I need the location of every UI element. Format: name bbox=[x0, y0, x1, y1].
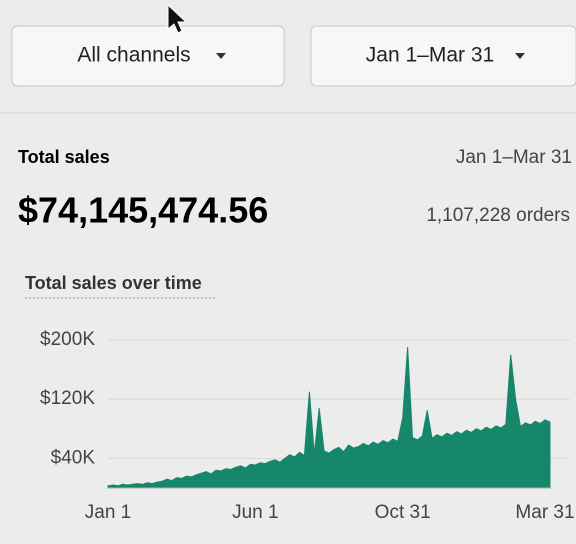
y-tick-label: $40K bbox=[51, 447, 96, 468]
y-tick-label: $120K bbox=[40, 388, 95, 409]
total-sales-value: $74,145,474.56 bbox=[18, 190, 268, 231]
date-dropdown[interactable] bbox=[310, 25, 576, 87]
dropdown-caret bbox=[515, 53, 525, 59]
dropdown-caret bbox=[216, 53, 226, 59]
date-label[interactable]: Jan 1–Mar 31 bbox=[366, 44, 494, 67]
chart-title[interactable]: Total sales over time bbox=[25, 273, 202, 293]
mouse-cursor bbox=[167, 3, 188, 34]
x-tick-label: Jun 1 bbox=[232, 502, 278, 523]
x-tick-label: Jan 1 bbox=[85, 502, 131, 523]
period-label: Jan 1–Mar 31 bbox=[456, 147, 572, 168]
total-sales-label: Total sales bbox=[18, 147, 110, 167]
sales-area bbox=[107, 347, 551, 489]
order-count: 1,107,228 orders bbox=[426, 205, 570, 226]
x-tick-label: Mar 31 bbox=[515, 502, 574, 523]
channel-dropdown[interactable] bbox=[11, 25, 285, 87]
y-tick-label: $200K bbox=[40, 329, 95, 350]
x-tick-label: Oct 31 bbox=[375, 502, 431, 523]
channel-label[interactable]: All channels bbox=[77, 44, 190, 67]
